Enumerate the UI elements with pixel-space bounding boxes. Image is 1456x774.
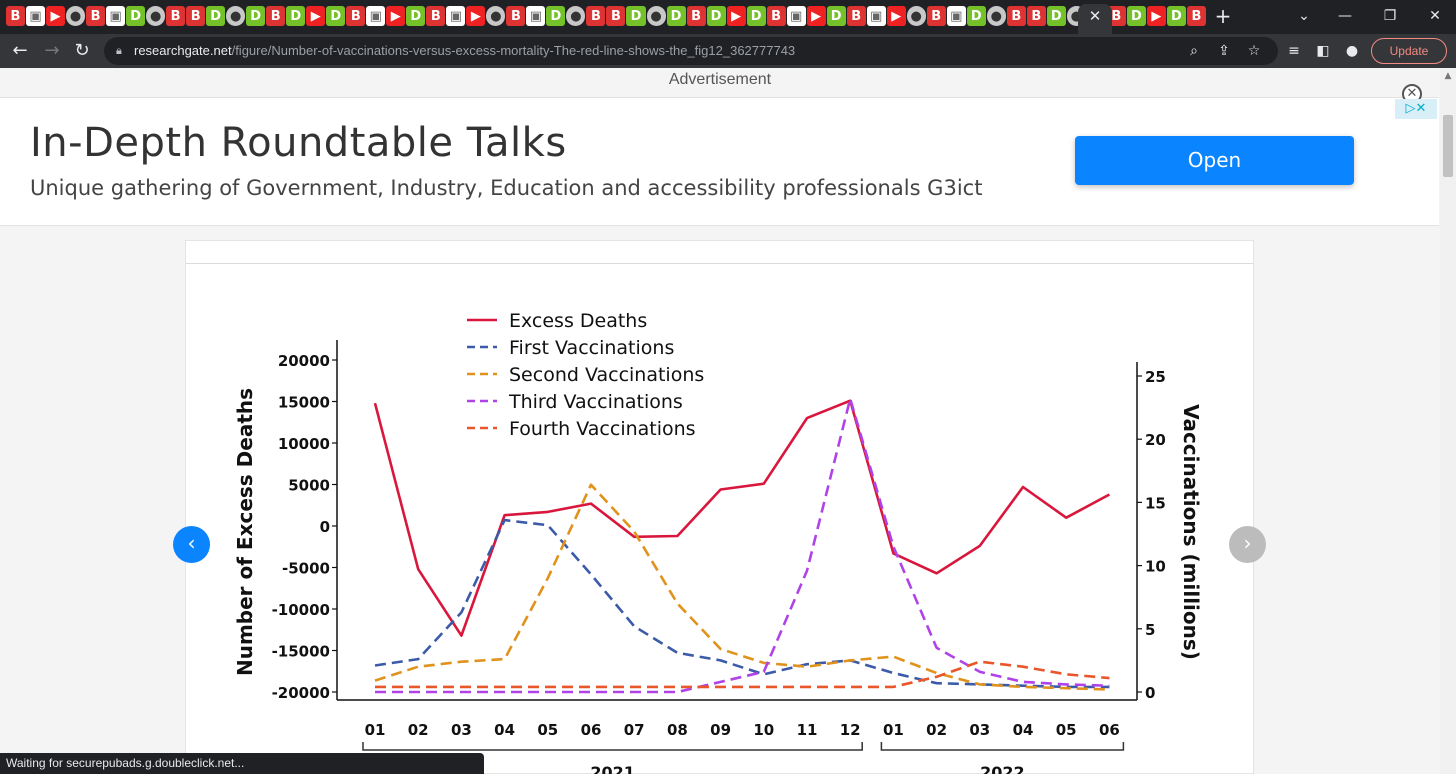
zoom-icon[interactable]: ⌕ (1190, 43, 1198, 59)
tab-favicon-icon[interactable]: ▣ (26, 6, 46, 26)
tab-favicon-icon[interactable]: ● (566, 6, 586, 26)
tab-favicon-icon[interactable]: D (126, 6, 146, 26)
tab-favicon-icon[interactable]: B (506, 6, 526, 26)
active-tab[interactable] (1078, 4, 1112, 34)
tab-favicon-icon[interactable]: ▶ (46, 6, 66, 26)
browser-toolbar: ← → ↻ 🔒︎ researchgate.net/figure/Number-… (0, 34, 1456, 68)
tab-favicon-icon[interactable]: B (86, 6, 106, 26)
tab-favicon-icon[interactable]: ▶ (886, 6, 906, 26)
tab-favicon-icon[interactable]: ▣ (446, 6, 466, 26)
tab-favicon-icon[interactable]: B (926, 6, 946, 26)
reload-icon[interactable]: ↻ (74, 40, 90, 61)
minimize-button[interactable]: — (1338, 8, 1352, 24)
tab-favicon-icon[interactable]: B (686, 6, 706, 26)
figure-card (185, 240, 1254, 774)
ad-subtitle: Unique gathering of Government, Industry… (30, 176, 983, 200)
tab-favicon-icon[interactable]: D (246, 6, 266, 26)
tab-favicon-icon[interactable]: B (846, 6, 866, 26)
tab-favicon-icon[interactable]: D (1166, 6, 1186, 26)
tab-favicon-icon[interactable]: B (606, 6, 626, 26)
tab-favicon-icon[interactable]: ● (986, 6, 1006, 26)
close-tab-icon[interactable]: ✕ (1088, 7, 1102, 25)
ad-open-button[interactable]: Open (1075, 136, 1354, 185)
status-bar: Waiting for securepubads.g.doubleclick.n… (0, 753, 484, 774)
new-tab-button[interactable]: + (1214, 4, 1232, 28)
ad-banner[interactable]: In-Depth Roundtable Talks Unique gatheri… (0, 97, 1439, 226)
tab-favicon-icon[interactable]: ● (146, 6, 166, 26)
tab-favicon-icon[interactable]: ▶ (466, 6, 486, 26)
tab-favicon-icon[interactable]: ▣ (366, 6, 386, 26)
tab-favicon-icon[interactable]: D (326, 6, 346, 26)
update-button[interactable]: Update (1371, 38, 1447, 64)
tab-favicon-icon[interactable]: D (706, 6, 726, 26)
scrollbar-thumb[interactable] (1443, 115, 1453, 177)
ad-choices-icon[interactable]: ▷✕ (1395, 99, 1437, 119)
ad-title: In-Depth Roundtable Talks (30, 120, 567, 166)
tab-favicon-icon[interactable]: ▶ (306, 6, 326, 26)
tab-favicon-icon[interactable]: D (286, 6, 306, 26)
scrollbar[interactable] (1440, 68, 1456, 774)
side-panel-icon[interactable]: ◧ (1316, 43, 1330, 59)
tab-favicon-icon[interactable]: B (586, 6, 606, 26)
address-bar[interactable]: 🔒︎ researchgate.net/figure/Number-of-vac… (104, 37, 1278, 65)
profile-icon[interactable]: ● (1345, 43, 1359, 59)
tab-favicons: B ▣ ▶ ● B ▣ D ● B B D ● D B D ▶ D B ▣ ▶ D B ▣ ▶ ● B ▣ D ● B B D ● D B D ▶ D B ▣… (6, 6, 1206, 28)
tab-favicon-icon[interactable]: D (546, 6, 566, 26)
share-icon[interactable]: ⇪ (1218, 43, 1230, 59)
tab-favicon-icon[interactable]: D (406, 6, 426, 26)
back-icon[interactable]: ← (12, 40, 28, 61)
bookmark-star-icon[interactable]: ☆ (1247, 43, 1261, 59)
tab-favicon-icon[interactable]: ▣ (866, 6, 886, 26)
tab-favicon-icon[interactable]: B (1026, 6, 1046, 26)
url-text[interactable]: researchgate.net/figure/Number-of-vaccin… (134, 43, 795, 58)
tab-favicon-icon[interactable]: B (1006, 6, 1026, 26)
tab-favicon-icon[interactable]: ● (486, 6, 506, 26)
forward-icon[interactable]: → (44, 40, 60, 61)
tab-favicon-icon[interactable]: D (206, 6, 226, 26)
tab-favicon-icon[interactable]: ● (226, 6, 246, 26)
tab-favicon-icon[interactable]: ▣ (526, 6, 546, 26)
tab-favicon-icon[interactable]: D (966, 6, 986, 26)
lock-icon: 🔒︎ (116, 44, 122, 57)
tab-favicon-icon[interactable]: ▣ (106, 6, 126, 26)
tab-favicon-icon[interactable]: ● (906, 6, 926, 26)
tab-favicon-icon[interactable]: D (1046, 6, 1066, 26)
previous-figure-button[interactable]: ‹ (173, 526, 210, 563)
tab-favicon-icon[interactable]: ● (66, 6, 86, 26)
close-window-button[interactable]: ✕ (1429, 8, 1441, 24)
tab-favicon-icon[interactable]: B (1186, 6, 1206, 26)
tab-favicon-icon[interactable]: ▶ (1146, 6, 1166, 26)
tab-favicon-icon[interactable]: D (746, 6, 766, 26)
url-path: /figure/Number-of-vaccinations-versus-ex… (231, 43, 796, 58)
tab-favicon-icon[interactable]: B (266, 6, 286, 26)
tab-strip: B ▣ ▶ ● B ▣ D ● B B D ● D B D ▶ D B ▣ ▶ D B ▣ ▶ ● B ▣ D ● B B D ● D B D ▶ D B ▣… (0, 0, 1456, 34)
tab-favicon-icon[interactable]: ▣ (786, 6, 806, 26)
tab-favicon-icon[interactable]: D (626, 6, 646, 26)
tab-favicon-icon[interactable]: D (1126, 6, 1146, 26)
tab-favicon-icon[interactable]: ▶ (386, 6, 406, 26)
reading-list-icon[interactable]: ≡ (1288, 43, 1300, 59)
tab-favicon-icon[interactable]: ● (646, 6, 666, 26)
tab-favicon-icon[interactable]: B (186, 6, 206, 26)
tab-favicon-icon[interactable]: B (426, 6, 446, 26)
scroll-up-arrow[interactable]: ▲ (1444, 71, 1452, 81)
tab-favicon-icon[interactable]: D (666, 6, 686, 26)
tab-favicon-icon[interactable]: D (826, 6, 846, 26)
tab-favicon-icon[interactable]: ▣ (946, 6, 966, 26)
tab-favicon-icon[interactable]: ▶ (806, 6, 826, 26)
tab-favicon-icon[interactable]: B (166, 6, 186, 26)
ad-label: Advertisement (668, 71, 772, 88)
next-figure-button[interactable]: › (1229, 526, 1266, 563)
tab-search-icon[interactable]: ⌄ (1298, 8, 1310, 24)
tab-favicon-icon[interactable]: ▶ (726, 6, 746, 26)
card-divider (186, 263, 1253, 264)
tab-favicon-icon[interactable]: B (6, 6, 26, 26)
url-host: researchgate.net (134, 43, 232, 58)
tab-favicon-icon[interactable]: B (766, 6, 786, 26)
restore-button[interactable]: ❐ (1383, 8, 1397, 24)
tab-favicon-icon[interactable]: B (346, 6, 366, 26)
